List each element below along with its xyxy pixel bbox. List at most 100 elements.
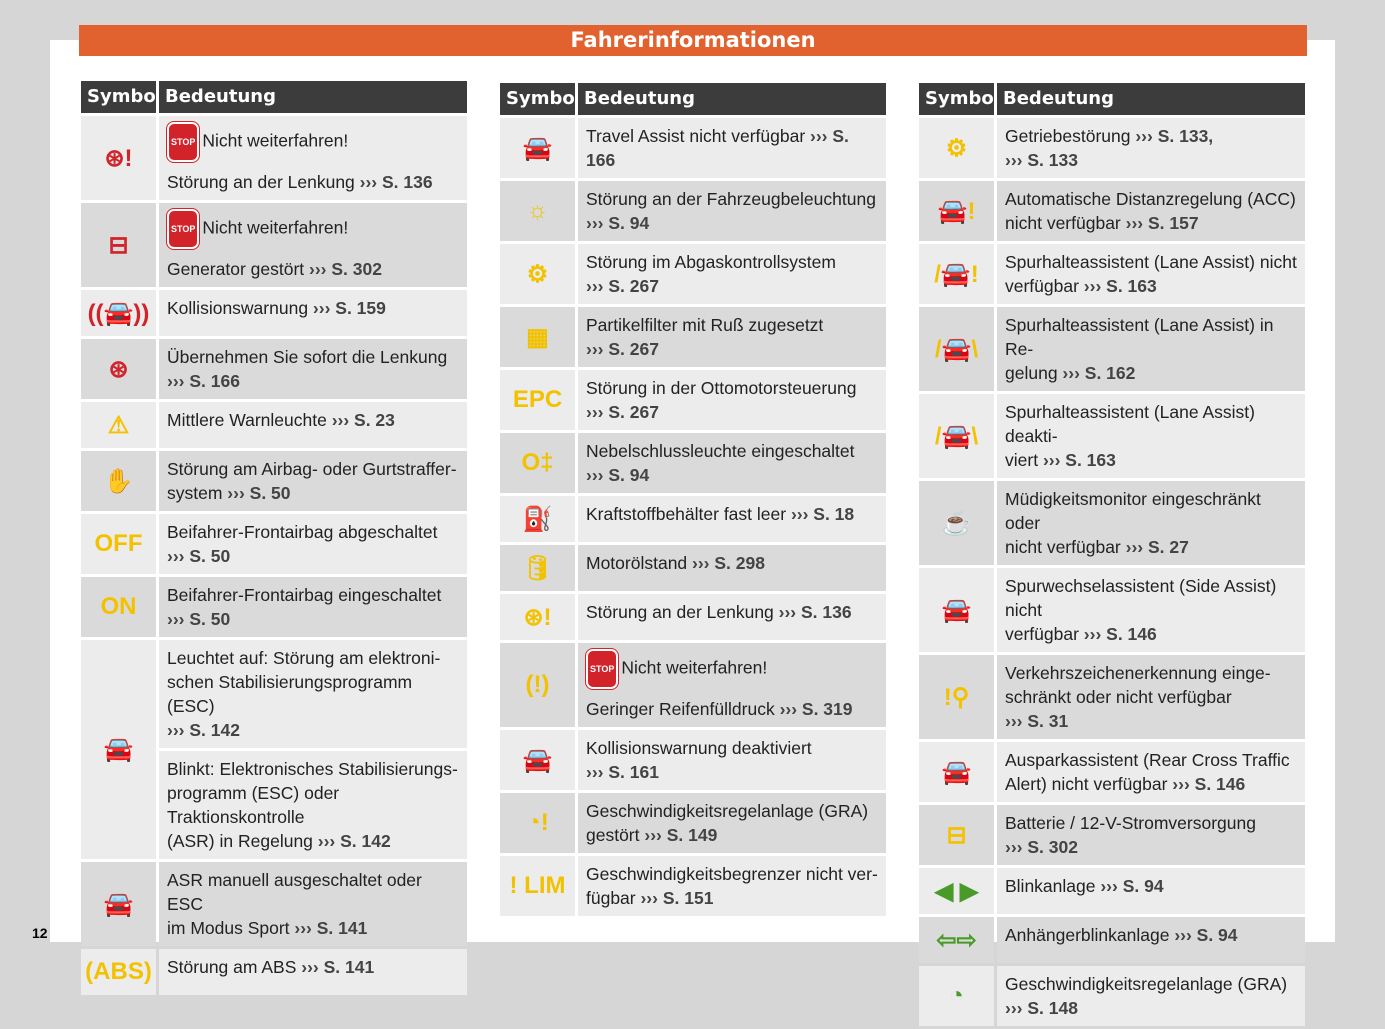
page-reference-link[interactable]: ››› S. 166 xyxy=(586,126,849,170)
meaning-cell: ASR manuell ausgeschaltet oder ESC im Mo… xyxy=(159,862,467,946)
page-reference-link[interactable]: ››› S. 142 xyxy=(167,720,240,740)
engine-icon: ⚙ xyxy=(500,244,575,304)
table-row: ⊟ Batterie / 12-V-Stromversorgung ››› S. … xyxy=(919,805,1305,865)
description: Nebelschlussleuchte eingeschaltet xyxy=(586,441,855,461)
page-reference-link[interactable]: ››› S. 146 xyxy=(1083,624,1157,644)
table-row: /🚘\ Spurhalteassistent (Lane Assist) in R… xyxy=(919,307,1305,391)
meaning-cell: Travel Assist nicht verfügbar ››› S. 166 xyxy=(578,118,886,178)
meaning-cell: Automatische Distanzregelung (ACC) nicht… xyxy=(997,181,1305,241)
page-reference-link[interactable]: ››› S. 50 xyxy=(167,546,231,566)
description: Ausparkassistent (Rear Cross Traffic Ale… xyxy=(1005,750,1290,794)
page-reference-link[interactable]: ››› S. 302 xyxy=(1005,837,1078,857)
description: Müdigkeitsmonitor eingeschränkt oder nic… xyxy=(1005,489,1261,557)
page-reference-link[interactable]: ››› S. 94 xyxy=(1100,876,1164,896)
description: Beifahrer-Frontairbag abgeschaltet xyxy=(167,522,438,542)
table-row: 🚘 Kollisionswarnung deaktiviert ››› S. 16… xyxy=(500,730,886,790)
page-reference-link[interactable]: ››› S. 94 xyxy=(586,213,650,233)
table-row: (!) STOP Nicht weiterfahren! Geringer Reife… xyxy=(500,643,886,727)
description: Störung an der Lenkung xyxy=(167,172,360,192)
page-reference-link[interactable]: ››› S. 136 xyxy=(778,602,852,622)
page-reference-link[interactable]: ››› S. 161 xyxy=(586,762,659,782)
table-row: ☼ Störung an der Fahrzeugbeleuchtung ››› … xyxy=(500,181,886,241)
page-reference-link[interactable]: ››› S. 151 xyxy=(640,888,714,908)
meaning-cell: STOP Nicht weiterfahren! Geringer Reifenfü… xyxy=(578,643,886,727)
page-reference-link[interactable]: ››› S. 50 xyxy=(167,609,231,629)
table-row: ◔! Geschwindigkeitsregelanlage (GRA) gest… xyxy=(500,793,886,853)
table-row: 🚘 Leuchtet auf: Störung am elektroni- sch… xyxy=(81,640,467,859)
turn-signal-icon: ◀ ▶ xyxy=(919,868,994,914)
symbol-table-3: Symbol Bedeutung ⚙ Getriebestörung ››› S. 1… xyxy=(919,83,1305,1029)
description: Motorölstand xyxy=(586,553,693,573)
description: Blinkt: Elektronisches Stabilisierungs- … xyxy=(167,759,458,851)
stop-sign-icon: STOP xyxy=(584,648,620,690)
cruise-control-icon: ◔ xyxy=(919,966,994,1026)
description: ASR manuell ausgeschaltet oder ESC im Mo… xyxy=(167,870,422,938)
page-reference-link[interactable]: ››› S. 133, ››› S. 133 xyxy=(1005,126,1214,170)
description: Geschwindigkeitsbegrenzer nicht ver- füg… xyxy=(586,864,878,908)
lane-assist-off-icon: /🚘\ xyxy=(919,394,994,478)
page-reference-link[interactable]: ››› S. 166 xyxy=(167,371,240,391)
meaning-cell: Kollisionswarnung deaktiviert ››› S. 161 xyxy=(578,730,886,790)
meaning-text: Störung in der Ottomotorsteuerung ››› S.… xyxy=(578,370,886,430)
symbol-table-1: Symbol Bedeutung ⊛! STOP Nicht weiterfahren!… xyxy=(81,81,467,998)
page-reference-link[interactable]: ››› S. 18 xyxy=(790,504,855,524)
meaning-text: Müdigkeitsmonitor eingeschränkt oder nic… xyxy=(997,481,1305,565)
page-reference-link[interactable]: ››› S. 298 xyxy=(692,553,765,573)
table-row: ⊛! STOP Nicht weiterfahren! Störung an der … xyxy=(81,116,467,200)
header-symbol: Symbol xyxy=(919,83,1000,115)
meaning-cell: Getriebestörung ››› S. 133, ››› S. 133 xyxy=(997,118,1305,178)
page-reference-link[interactable]: ››› S. 94 xyxy=(1174,925,1238,945)
page-reference-link[interactable]: ››› S. 163 xyxy=(1083,276,1157,296)
meaning-cell: Kollisionswarnung ››› S. 159 xyxy=(159,290,467,336)
meaning-cell: Geschwindigkeitsregelanlage (GRA) ››› S.… xyxy=(997,966,1305,1026)
page-reference-link[interactable]: ››› S. 163 xyxy=(1042,450,1116,470)
meaning-text: Nebelschlussleuchte eingeschaltet ››› S.… xyxy=(578,433,886,493)
description: Geschwindigkeitsregelanlage (GRA) gestör… xyxy=(586,801,869,845)
page-reference-link[interactable]: ››› S. 141 xyxy=(294,918,368,938)
page-reference-link[interactable]: ››› S. 31 xyxy=(1005,711,1069,731)
page-reference-link[interactable]: ››› S. 141 xyxy=(301,957,375,977)
page-reference-link[interactable]: ››› S. 267 xyxy=(586,402,659,422)
stop-text: Nicht weiterfahren! xyxy=(202,217,349,238)
page-reference-link[interactable]: ››› S. 27 xyxy=(1125,537,1189,557)
page-reference-link[interactable]: ››› S. 162 xyxy=(1062,363,1136,383)
description: Geschwindigkeitsregelanlage (GRA) xyxy=(1005,974,1288,994)
acc-icon: 🚘! xyxy=(919,181,994,241)
page-reference-link[interactable]: ››› S. 148 xyxy=(1005,998,1078,1018)
rear-fog-light-icon: O‡ xyxy=(500,433,575,493)
page-reference-link[interactable]: ››› S. 136 xyxy=(359,172,433,192)
page-reference-link[interactable]: ››› S. 302 xyxy=(309,259,382,279)
meaning-text: Kollisionswarnung deaktiviert ››› S. 161 xyxy=(578,730,886,790)
battery-icon: ⊟ xyxy=(919,805,994,865)
page-reference-link[interactable]: ››› S. 94 xyxy=(586,465,650,485)
page-reference-link[interactable]: ››› S. 142 xyxy=(317,831,391,851)
page-reference-link[interactable]: ››› S. 146 xyxy=(1172,774,1246,794)
fuel-icon: ⛽ xyxy=(500,496,575,542)
meaning-text: Partikelfilter mit Ruß zugesetzt ››› S. … xyxy=(578,307,886,367)
meaning-cell: STOP Nicht weiterfahren! Generator gestört… xyxy=(159,203,467,287)
meaning-text: Spurhalteassistent (Lane Assist) nicht v… xyxy=(997,244,1305,304)
meaning-text: Verkehrszeichenerkennung einge- schränkt… xyxy=(997,655,1305,739)
page-reference-link[interactable]: ››› S. 319 xyxy=(779,699,853,719)
cruise-control-fault-icon: ◔! xyxy=(500,793,575,853)
page-reference-link[interactable]: ››› S. 149 xyxy=(644,825,718,845)
page-reference-link[interactable]: ››› S. 23 xyxy=(331,410,395,430)
collision-warning-off-icon: 🚘 xyxy=(500,730,575,790)
table-row: /🚘\ Spurhalteassistent (Lane Assist) deak… xyxy=(919,394,1305,478)
meaning-text: Travel Assist nicht verfügbar ››› S. 166 xyxy=(578,118,886,178)
description: Spurhalteassistent (Lane Assist) deakti-… xyxy=(1005,402,1255,470)
meaning-cell: Beifahrer-Frontairbag abgeschaltet ››› S… xyxy=(159,514,467,574)
description: Mittlere Warnleuchte xyxy=(167,410,332,430)
page-reference-link[interactable]: ››› S. 50 xyxy=(227,483,291,503)
description: Getriebestörung xyxy=(1005,126,1136,146)
page-reference-link[interactable]: ››› S. 267 xyxy=(586,276,659,296)
meaning-cell: Kraftstoffbehälter fast leer ››› S. 18 xyxy=(578,496,886,542)
meaning-text: Blinkanlage ››› S. 94 xyxy=(997,868,1305,914)
meaning-text: STOP Nicht weiterfahren! Störung an der Le… xyxy=(159,116,467,200)
meaning-text: ASR manuell ausgeschaltet oder ESC im Mo… xyxy=(159,862,467,946)
page-reference-link[interactable]: ››› S. 159 xyxy=(312,298,386,318)
page-reference-link[interactable]: ››› S. 157 xyxy=(1125,213,1199,233)
description: Störung im Abgaskontrollsystem xyxy=(586,252,836,272)
page-reference-link[interactable]: ››› S. 267 xyxy=(586,339,659,359)
table-row: 🚘 Travel Assist nicht verfügbar ››› S. 16… xyxy=(500,118,886,178)
